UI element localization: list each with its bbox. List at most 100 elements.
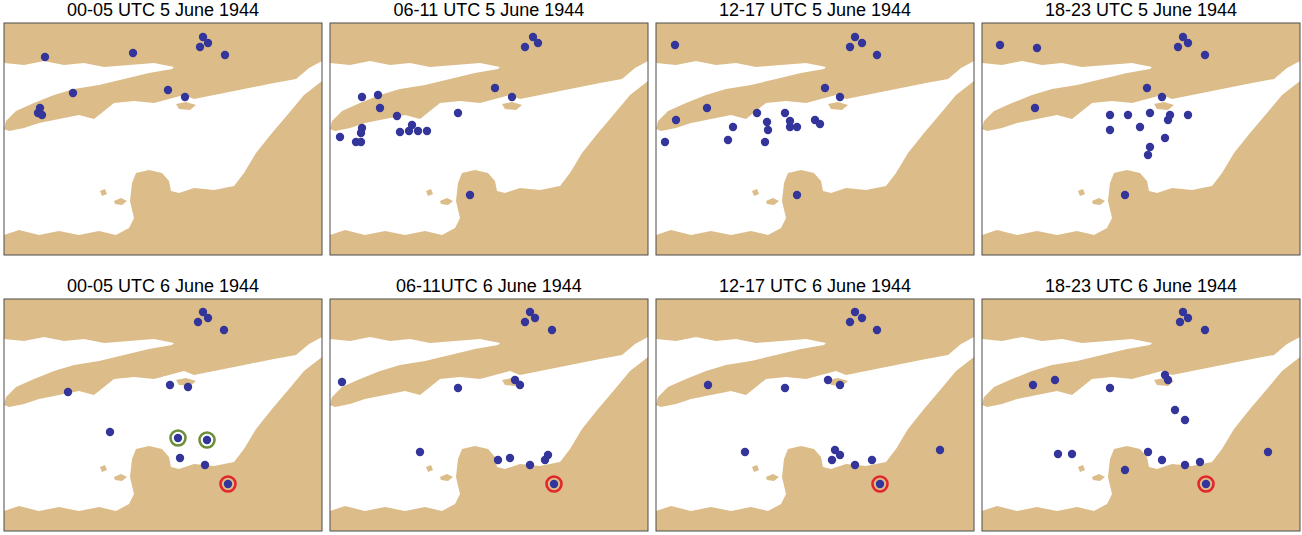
station-point — [106, 428, 114, 436]
france — [330, 81, 648, 255]
station-point — [338, 378, 346, 386]
station-point — [358, 93, 366, 101]
jersey — [766, 198, 779, 205]
france — [330, 357, 648, 531]
panel-frame — [4, 23, 322, 255]
station-point — [550, 480, 558, 488]
station-point — [196, 43, 204, 51]
station-point — [704, 381, 712, 389]
station-point — [661, 138, 669, 146]
station-point — [1164, 376, 1172, 384]
land — [982, 23, 1300, 255]
station-point — [405, 127, 413, 135]
isle-of-wight — [502, 102, 522, 110]
station-point — [164, 86, 172, 94]
panel: 06-11 UTC 5 June 1944 — [330, 0, 648, 255]
station-point — [873, 326, 881, 334]
england — [4, 299, 322, 407]
station-point — [1031, 104, 1039, 112]
isle-of-wight — [828, 102, 848, 110]
jersey — [766, 474, 779, 481]
station-point — [526, 461, 534, 469]
station-point — [544, 451, 552, 459]
station-point — [220, 326, 228, 334]
france — [982, 357, 1300, 531]
station-point — [764, 126, 772, 134]
france — [4, 81, 322, 255]
station-point — [703, 104, 711, 112]
station-point — [724, 136, 732, 144]
panel: 18-23 UTC 6 June 1944 — [982, 276, 1300, 531]
highlight-ring — [873, 477, 888, 492]
panel-title: 18-23 UTC 5 June 1944 — [1045, 0, 1237, 20]
station-point — [516, 381, 524, 389]
station-point — [203, 436, 211, 444]
station-point — [1121, 191, 1129, 199]
station-point — [1106, 384, 1114, 392]
station-point — [821, 84, 829, 92]
station-point — [194, 318, 202, 326]
station-point — [1181, 416, 1189, 424]
station-point — [1029, 381, 1037, 389]
station-point — [1146, 109, 1154, 117]
station-point — [531, 314, 539, 322]
station-point — [1161, 134, 1169, 142]
station-point — [1121, 466, 1129, 474]
guernsey — [100, 189, 107, 196]
station-point — [1201, 51, 1209, 59]
station-point — [69, 89, 77, 97]
panel: 18-23 UTC 5 June 1944 — [982, 0, 1300, 255]
station-point — [184, 383, 192, 391]
guernsey — [426, 465, 433, 472]
station-point — [873, 51, 881, 59]
station-point — [936, 446, 944, 454]
panel: 00-05 UTC 6 June 1944 — [4, 276, 322, 531]
station-point — [868, 456, 876, 464]
land — [330, 299, 648, 531]
station-point — [851, 461, 859, 469]
station-point — [996, 41, 1004, 49]
station-point — [491, 84, 499, 92]
station-point — [1054, 450, 1062, 458]
jersey — [1092, 474, 1105, 481]
station-point — [38, 111, 46, 119]
jersey — [440, 474, 453, 481]
panel-title: 06-11UTC 6 June 1944 — [396, 276, 582, 296]
station-point — [166, 381, 174, 389]
station-point — [1106, 126, 1114, 134]
station-point — [1068, 450, 1076, 458]
station-point — [741, 448, 749, 456]
station-point — [1181, 461, 1189, 469]
stations — [336, 33, 542, 199]
station-point — [221, 51, 229, 59]
station-point — [1136, 123, 1144, 131]
station-point — [1202, 480, 1210, 488]
station-point — [1033, 44, 1041, 52]
guernsey — [752, 465, 759, 472]
stations — [704, 308, 944, 492]
stations — [996, 33, 1209, 199]
station-point — [836, 451, 844, 459]
guernsey — [752, 189, 759, 196]
highlight-ring — [200, 433, 215, 448]
station-point — [41, 53, 49, 61]
panel-frame — [330, 23, 648, 255]
france — [656, 81, 974, 255]
panel-frame — [656, 299, 974, 531]
figure: 00-05 UTC 5 June 194406-11 UTC 5 June 19… — [0, 0, 1302, 535]
station-point — [1196, 458, 1204, 466]
stations — [64, 308, 236, 492]
panel-frame — [982, 299, 1300, 531]
panel-title: 12-17 UTC 6 June 1944 — [719, 276, 911, 296]
land — [4, 23, 322, 255]
station-point — [521, 43, 529, 51]
station-point — [836, 93, 844, 101]
station-point — [416, 448, 424, 456]
station-point — [672, 116, 680, 124]
station-point — [204, 39, 212, 47]
france — [982, 81, 1300, 255]
england — [4, 23, 322, 131]
station-point — [851, 33, 859, 41]
station-point — [1051, 376, 1059, 384]
station-point — [176, 454, 184, 462]
